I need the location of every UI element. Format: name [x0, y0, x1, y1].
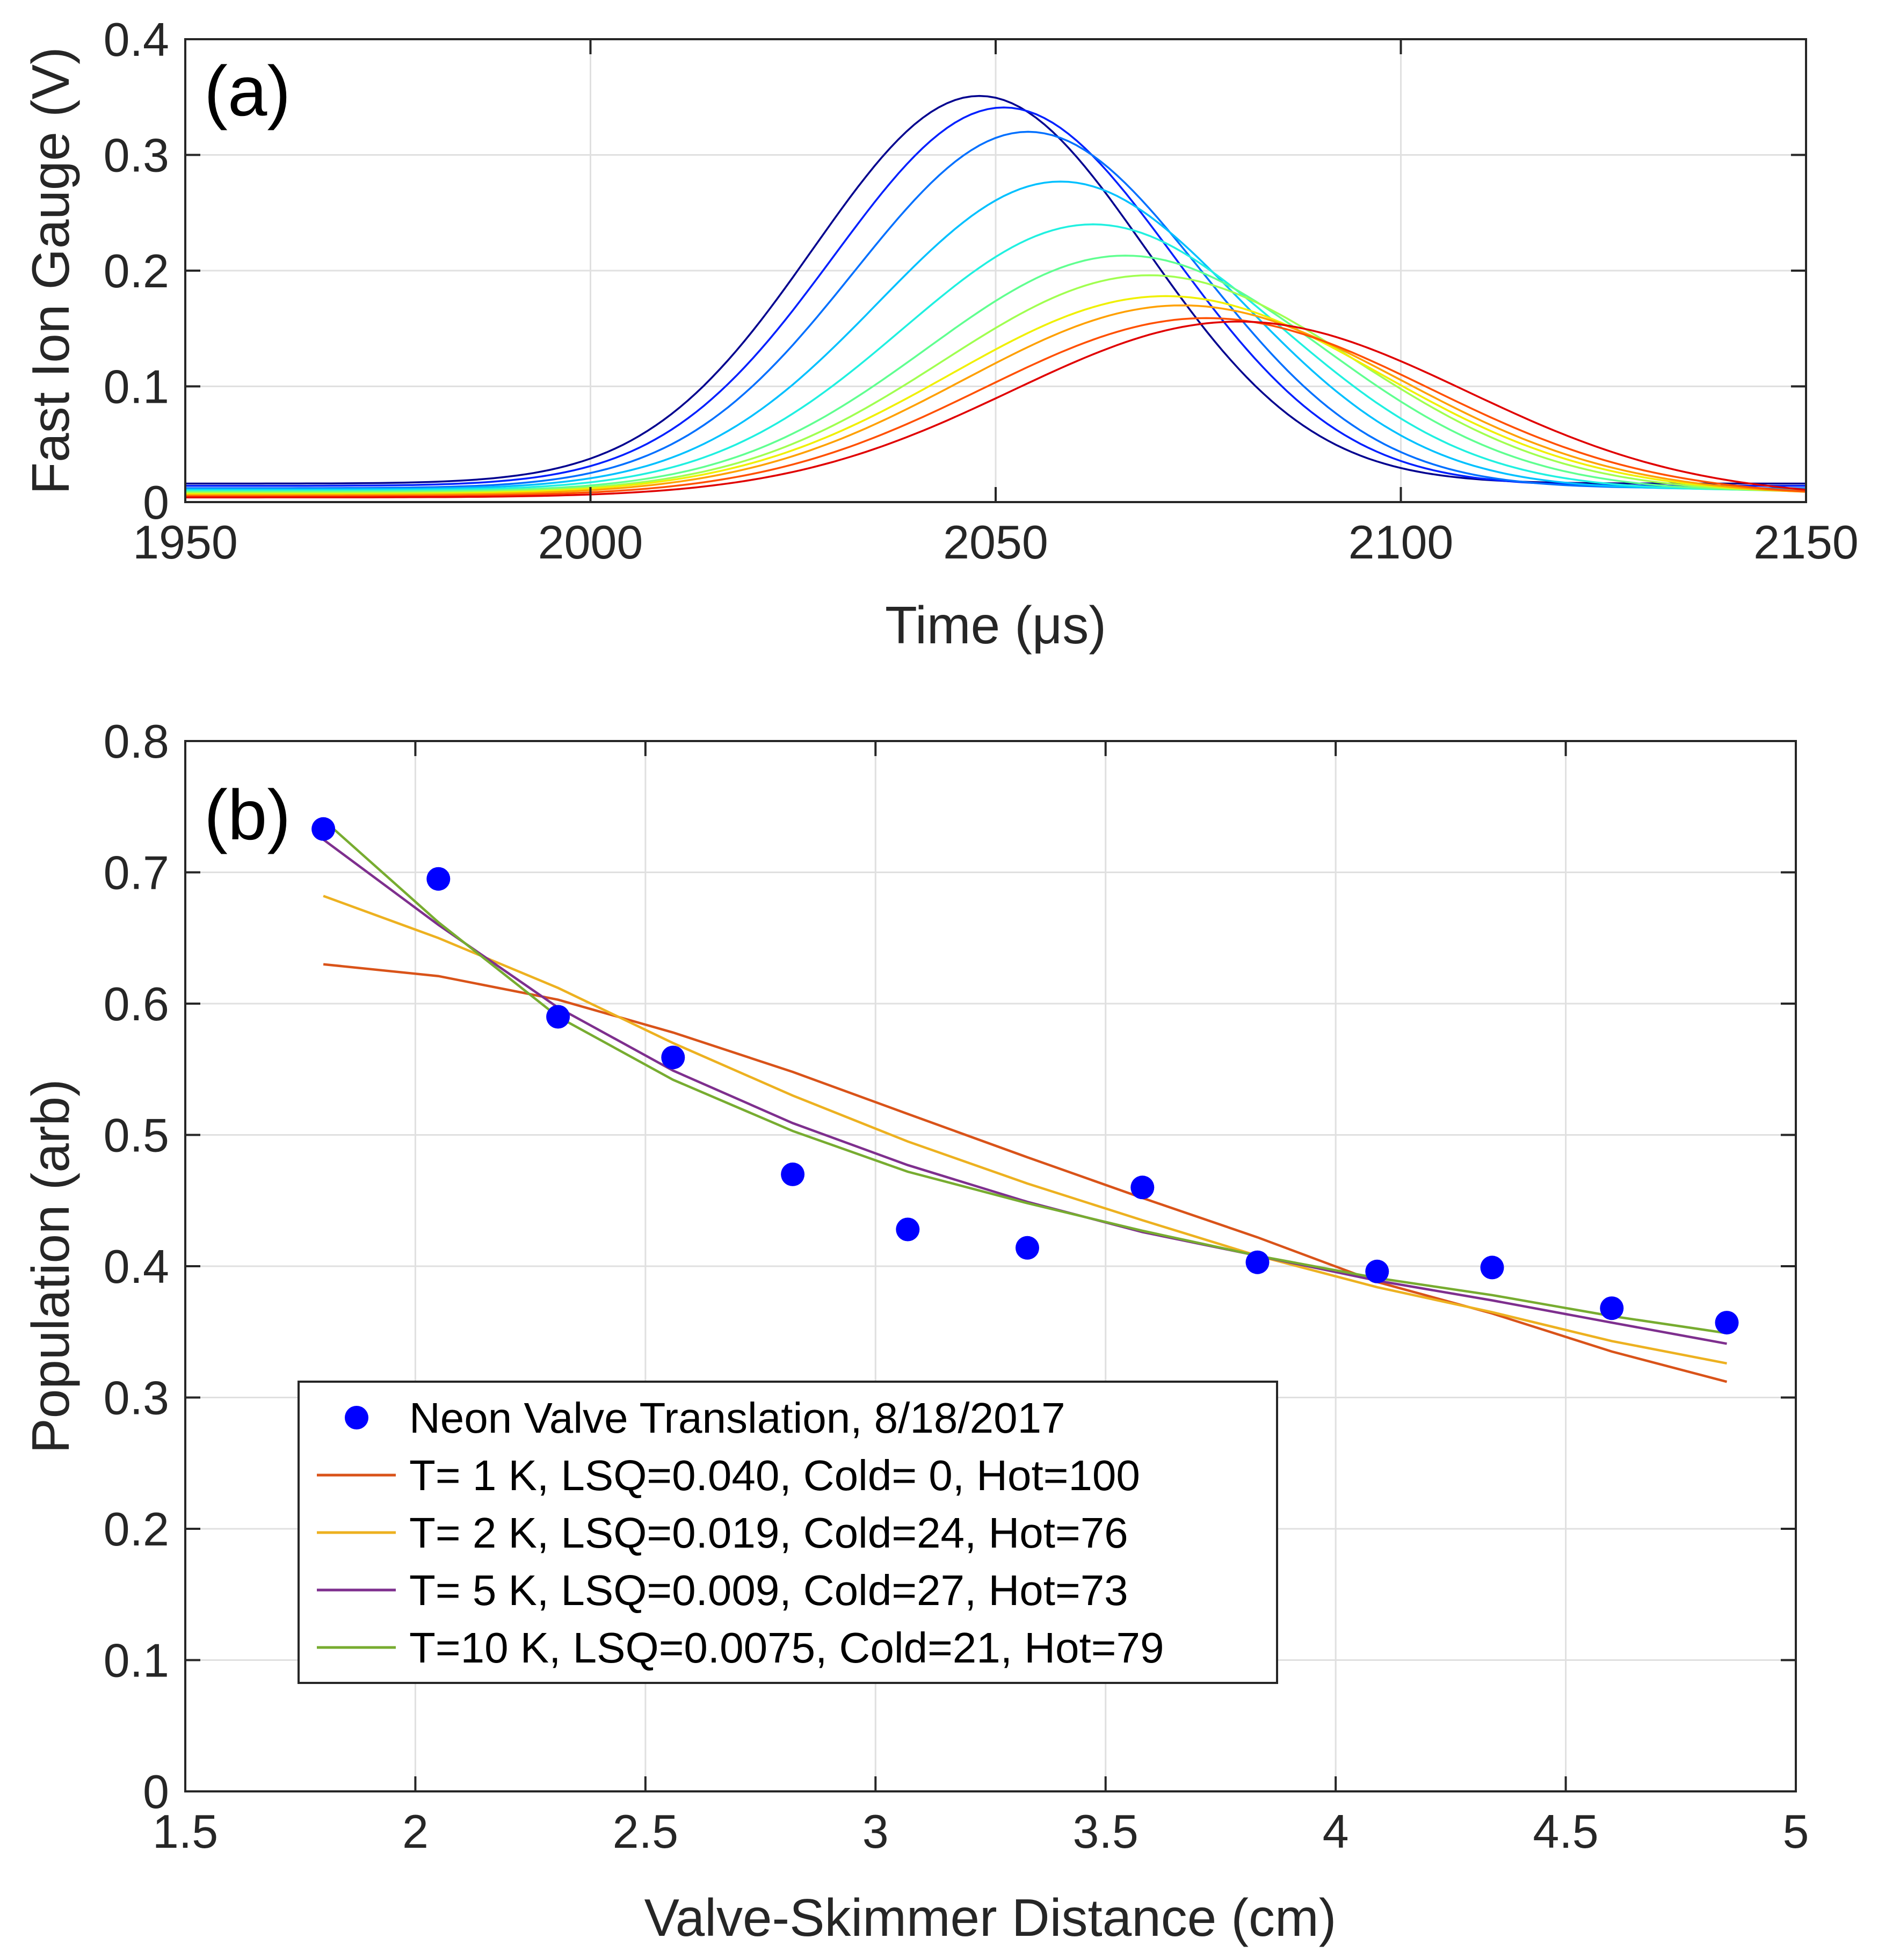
panel-b-model-line-t1: [323, 963, 1728, 1383]
panel-b-data-point: [1600, 1296, 1624, 1320]
panel-a-y-axis-label: Fast Ion Gauge (V): [21, 47, 80, 494]
panel-b-y-tick-label: 0.2: [104, 1502, 169, 1556]
panel-b-data-point: [896, 1217, 920, 1242]
panel-b-data-point: [1715, 1311, 1739, 1335]
panel-a-x-tick-label: 1950: [133, 516, 238, 569]
panel-a-y-tick-label: 0.3: [104, 129, 169, 182]
panel-a-trace-10: [185, 317, 1807, 497]
legend-entry-t5: T= 5 K, LSQ=0.009, Cold=27, Hot=73: [409, 1566, 1128, 1614]
panel-b-x-axis-label: Valve-Skimmer Distance (cm): [644, 1888, 1337, 1947]
legend-entry-t2: T= 2 K, LSQ=0.019, Cold=24, Hot=76: [409, 1509, 1128, 1557]
panel-b-x-tick-label: 3: [862, 1805, 889, 1858]
panel-b-y-tick-label: 0.3: [104, 1371, 169, 1425]
panel-a-x-ticks: 1950 2000 2050 2100 2150: [133, 39, 1859, 569]
panel-a-trace-5: [185, 223, 1807, 492]
panel-b-data-point: [1480, 1255, 1504, 1280]
panel-b-data-point: [781, 1162, 805, 1186]
panel-a-trace-8: [185, 295, 1807, 495]
panel-a-x-tick-label: 2050: [943, 516, 1048, 569]
panel-b-data-point: [1130, 1175, 1155, 1200]
legend-entry-t1: T= 1 K, LSQ=0.040, Cold= 0, Hot=100: [409, 1451, 1140, 1499]
panel-a-trace-4: [185, 180, 1807, 491]
panel-b-data-point: [546, 1005, 570, 1029]
panel-b-data-point: [1016, 1236, 1039, 1260]
panel-b-label: (b): [204, 775, 291, 854]
legend-marker-data: [345, 1406, 368, 1429]
panel-b-legend: Neon Valve Translation, 8/18/2017 T= 1 K…: [298, 1381, 1278, 1684]
panel-b-y-tick-label: 0.5: [104, 1109, 169, 1162]
panel-b-y-tick-label: 0.6: [104, 977, 169, 1030]
panel-a-trace-6: [185, 255, 1807, 493]
panel-a-y-tick-label: 0: [143, 476, 169, 529]
panel-b-x-tick-label: 3.5: [1073, 1805, 1139, 1858]
panel-b-x-tick-label: 2: [402, 1805, 429, 1858]
panel-b-y-ticks: 0 0.1 0.2 0.3 0.4 0.5 0.6 0.7 0.8: [104, 715, 1796, 1818]
panel-b-y-tick-label: 0: [143, 1765, 169, 1818]
legend-entry-data: Neon Valve Translation, 8/18/2017: [409, 1394, 1065, 1442]
panel-b-y-tick-label: 0.7: [104, 846, 169, 899]
panel-a-x-axis-label: Time (μs): [885, 596, 1106, 655]
panel-a-trace-9: [185, 304, 1807, 496]
panel-b-x-tick-label: 1.5: [153, 1805, 218, 1858]
panel-b-data-point: [426, 867, 451, 891]
panel-a-label: (a): [204, 52, 291, 130]
panel-a-x-tick-label: 2100: [1348, 516, 1454, 569]
panel-b-y-axis-label: Population (arb): [21, 1079, 80, 1453]
panel-b-x-tick-label: 4.5: [1533, 1805, 1598, 1858]
panel-a-x-tick-label: 2000: [538, 516, 643, 569]
panel-b-y-tick-label: 0.4: [104, 1240, 169, 1293]
panel-b-data-point: [1245, 1250, 1270, 1274]
panel-a-time-traces: 1950 2000 2050 2100 2150 0 0.1 0.2 0.3 0.4 (a) T…: [21, 13, 1859, 655]
panel-a-y-tick-label: 0.2: [104, 244, 169, 297]
panel-a-y-ticks: 0 0.1 0.2 0.3 0.4: [104, 13, 1806, 529]
panel-a-x-tick-label: 2150: [1753, 516, 1859, 569]
panel-a-trace-3: [185, 130, 1806, 489]
panel-a-y-tick-label: 0.1: [104, 360, 169, 413]
panel-b-data-point: [1365, 1259, 1389, 1283]
panel-a-lines: [185, 95, 1807, 499]
panel-b-x-tick-label: 2.5: [613, 1805, 678, 1858]
panel-b-y-tick-label: 0.8: [104, 715, 169, 768]
legend-entry-t10: T=10 K, LSQ=0.0075, Cold=21, Hot=79: [409, 1624, 1164, 1672]
panel-a-trace-11: [185, 321, 1807, 499]
panel-b-model-line-t2: [323, 895, 1727, 1365]
panel-b-data-point: [661, 1046, 685, 1070]
panel-b-distance-plot: 1.5 2 2.5 3 3.5 4 4.5 5 00.10.20.30.40.50.60.70…: [21, 715, 1809, 1947]
panel-b-x-tick-label: 4: [1323, 1805, 1349, 1858]
panel-b-data-point: [311, 817, 336, 841]
legend-box: [298, 1381, 1278, 1684]
panel-a-y-tick-label: 0.4: [104, 13, 169, 66]
panel-b-x-tick-label: 5: [1783, 1805, 1809, 1858]
panel-b-y-tick-label: 0.1: [104, 1634, 169, 1687]
panel-b-x-ticks: 1.5 2 2.5 3 3.5 4 4.5 5: [153, 741, 1809, 1858]
panel-a-trace-7: [185, 274, 1807, 494]
panel-b-data-points: [311, 817, 1739, 1335]
